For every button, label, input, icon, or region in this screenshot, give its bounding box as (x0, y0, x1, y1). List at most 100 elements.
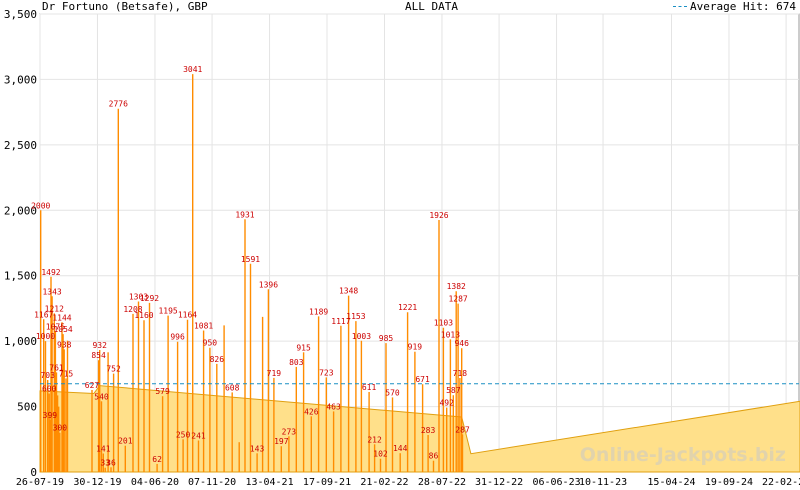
hit-value-label: 1591 (241, 255, 260, 264)
hit-value-label: 250 (176, 430, 191, 439)
x-tick-label: 19-09-24 (705, 477, 753, 488)
x-tick-label: 15-04-24 (647, 477, 695, 488)
legend-swatch-average (673, 6, 688, 7)
watermark: Online-Jackpots.biz (579, 444, 786, 466)
hit-value-label: 144 (393, 444, 408, 453)
hit-value-label: 1054 (53, 325, 72, 334)
hit-value-label: 540 (94, 392, 109, 401)
x-tick-label: 21-02-22 (360, 477, 408, 488)
hit-value-label: 703 (40, 371, 55, 380)
legend: Average Hit: 674 (673, 0, 796, 13)
y-tick-label: 3,000 (4, 73, 37, 86)
hit-value-label: 300 (53, 424, 68, 433)
hit-value-label: 671 (415, 375, 430, 384)
hit-value-label: 283 (421, 426, 436, 435)
hit-value-label: 932 (92, 341, 107, 350)
hit-value-label: 854 (91, 351, 106, 360)
hit-value-label: 399 (43, 411, 58, 420)
x-tick-label: 04-06-20 (131, 477, 179, 488)
hit-value-label: 946 (454, 339, 469, 348)
hit-value-label: 2000 (31, 201, 50, 210)
x-tick-label: 30-12-19 (73, 477, 121, 488)
hit-value-label: 1195 (158, 307, 177, 316)
hit-value-label: 1075 (46, 322, 65, 331)
x-tick-label: 07-11-20 (188, 477, 236, 488)
hit-value-label: 1164 (178, 311, 197, 320)
x-tick-label: 06-06-23 (532, 477, 580, 488)
x-tick-label: 22-02-25 (762, 477, 800, 488)
hit-value-label: 915 (296, 343, 311, 352)
hit-value-label: 1343 (42, 287, 61, 296)
hit-value-label: 718 (453, 369, 468, 378)
y-tick-label: 1,500 (4, 270, 37, 283)
hit-value-label: 1221 (398, 303, 417, 312)
hit-value-label: 715 (59, 369, 74, 378)
hit-value-label: 719 (267, 369, 282, 378)
hit-value-label: 803 (289, 358, 304, 367)
x-tick-label: 28-07-22 (418, 477, 466, 488)
chart-subtitle: ALL DATA (405, 0, 458, 13)
hit-value-label: 1212 (45, 304, 64, 313)
hit-value-label: 1144 (52, 313, 71, 322)
hit-value-label: 950 (203, 339, 218, 348)
hit-value-label: 919 (408, 343, 423, 352)
hit-value-label: 1013 (441, 330, 460, 339)
y-tick-label: 500 (17, 401, 37, 414)
hit-value-label: 1189 (309, 307, 328, 316)
hit-value-label: 33 (100, 459, 110, 468)
hit-value-label: 197 (274, 437, 289, 446)
hit-value-label: 579 (155, 387, 170, 396)
hit-value-label: 938 (57, 340, 72, 349)
x-tick-label: 13-04-21 (245, 477, 293, 488)
hit-value-label: 611 (362, 383, 377, 392)
hit-value-label: 3041 (183, 65, 202, 74)
hit-value-label: 287 (455, 425, 470, 434)
x-tick-label: 26-07-19 (16, 477, 64, 488)
hit-value-label: 36 (106, 458, 116, 467)
y-tick-label: 0 (30, 466, 37, 479)
hit-value-label: 1926 (429, 211, 448, 220)
hit-value-label: 1003 (352, 332, 371, 341)
hit-value-label: 426 (304, 407, 319, 416)
hit-value-label: 1153 (346, 312, 365, 321)
x-tick-label: 10-11-23 (579, 477, 627, 488)
hit-value-label: 570 (385, 388, 400, 397)
hit-value-label: 1303 (129, 293, 148, 302)
hit-value-label: 587 (446, 386, 461, 395)
hit-value-label: 1492 (41, 268, 60, 277)
hit-value-label: 1348 (339, 287, 358, 296)
hit-value-label: 752 (106, 365, 121, 374)
hit-value-label: 141 (96, 445, 111, 454)
hit-value-label: 1208 (123, 305, 142, 314)
hit-value-label: 241 (191, 432, 206, 441)
y-tick-label: 2,000 (4, 204, 37, 217)
hit-value-label: 600 (42, 385, 57, 394)
hit-value-label: 1103 (434, 319, 453, 328)
hit-value-label: 463 (326, 402, 341, 411)
hit-value-label: 1117 (331, 317, 350, 326)
hit-value-label: 608 (225, 383, 240, 392)
x-tick-label: 31-12-22 (475, 477, 523, 488)
hit-value-label: 1000 (36, 332, 55, 341)
hit-value-label: 1160 (134, 311, 153, 320)
hit-value-label: 1167 (34, 310, 53, 319)
hit-value-label: 62 (152, 455, 162, 464)
hit-value-label: 273 (282, 427, 297, 436)
hit-value-label: 1081 (194, 322, 213, 331)
hit-value-label: 1292 (140, 294, 159, 303)
hit-value-label: 2776 (109, 100, 128, 109)
hit-value-label: 761 (49, 363, 64, 372)
hit-value-label: 985 (379, 334, 394, 343)
hit-value-label: 212 (367, 435, 382, 444)
chart-title: Dr Fortuno (Betsafe), GBP (42, 0, 208, 13)
hit-value-label: 1382 (447, 282, 466, 291)
hit-value-label: 86 (429, 452, 439, 461)
y-tick-label: 1,000 (4, 335, 37, 348)
y-tick-label: 3,500 (4, 8, 37, 21)
x-tick-label: 17-09-21 (303, 477, 351, 488)
hit-value-label: 723 (319, 368, 334, 377)
hit-value-label: 996 (170, 333, 185, 342)
hit-value-label: 1287 (448, 295, 467, 304)
hit-value-label: 143 (250, 444, 265, 453)
